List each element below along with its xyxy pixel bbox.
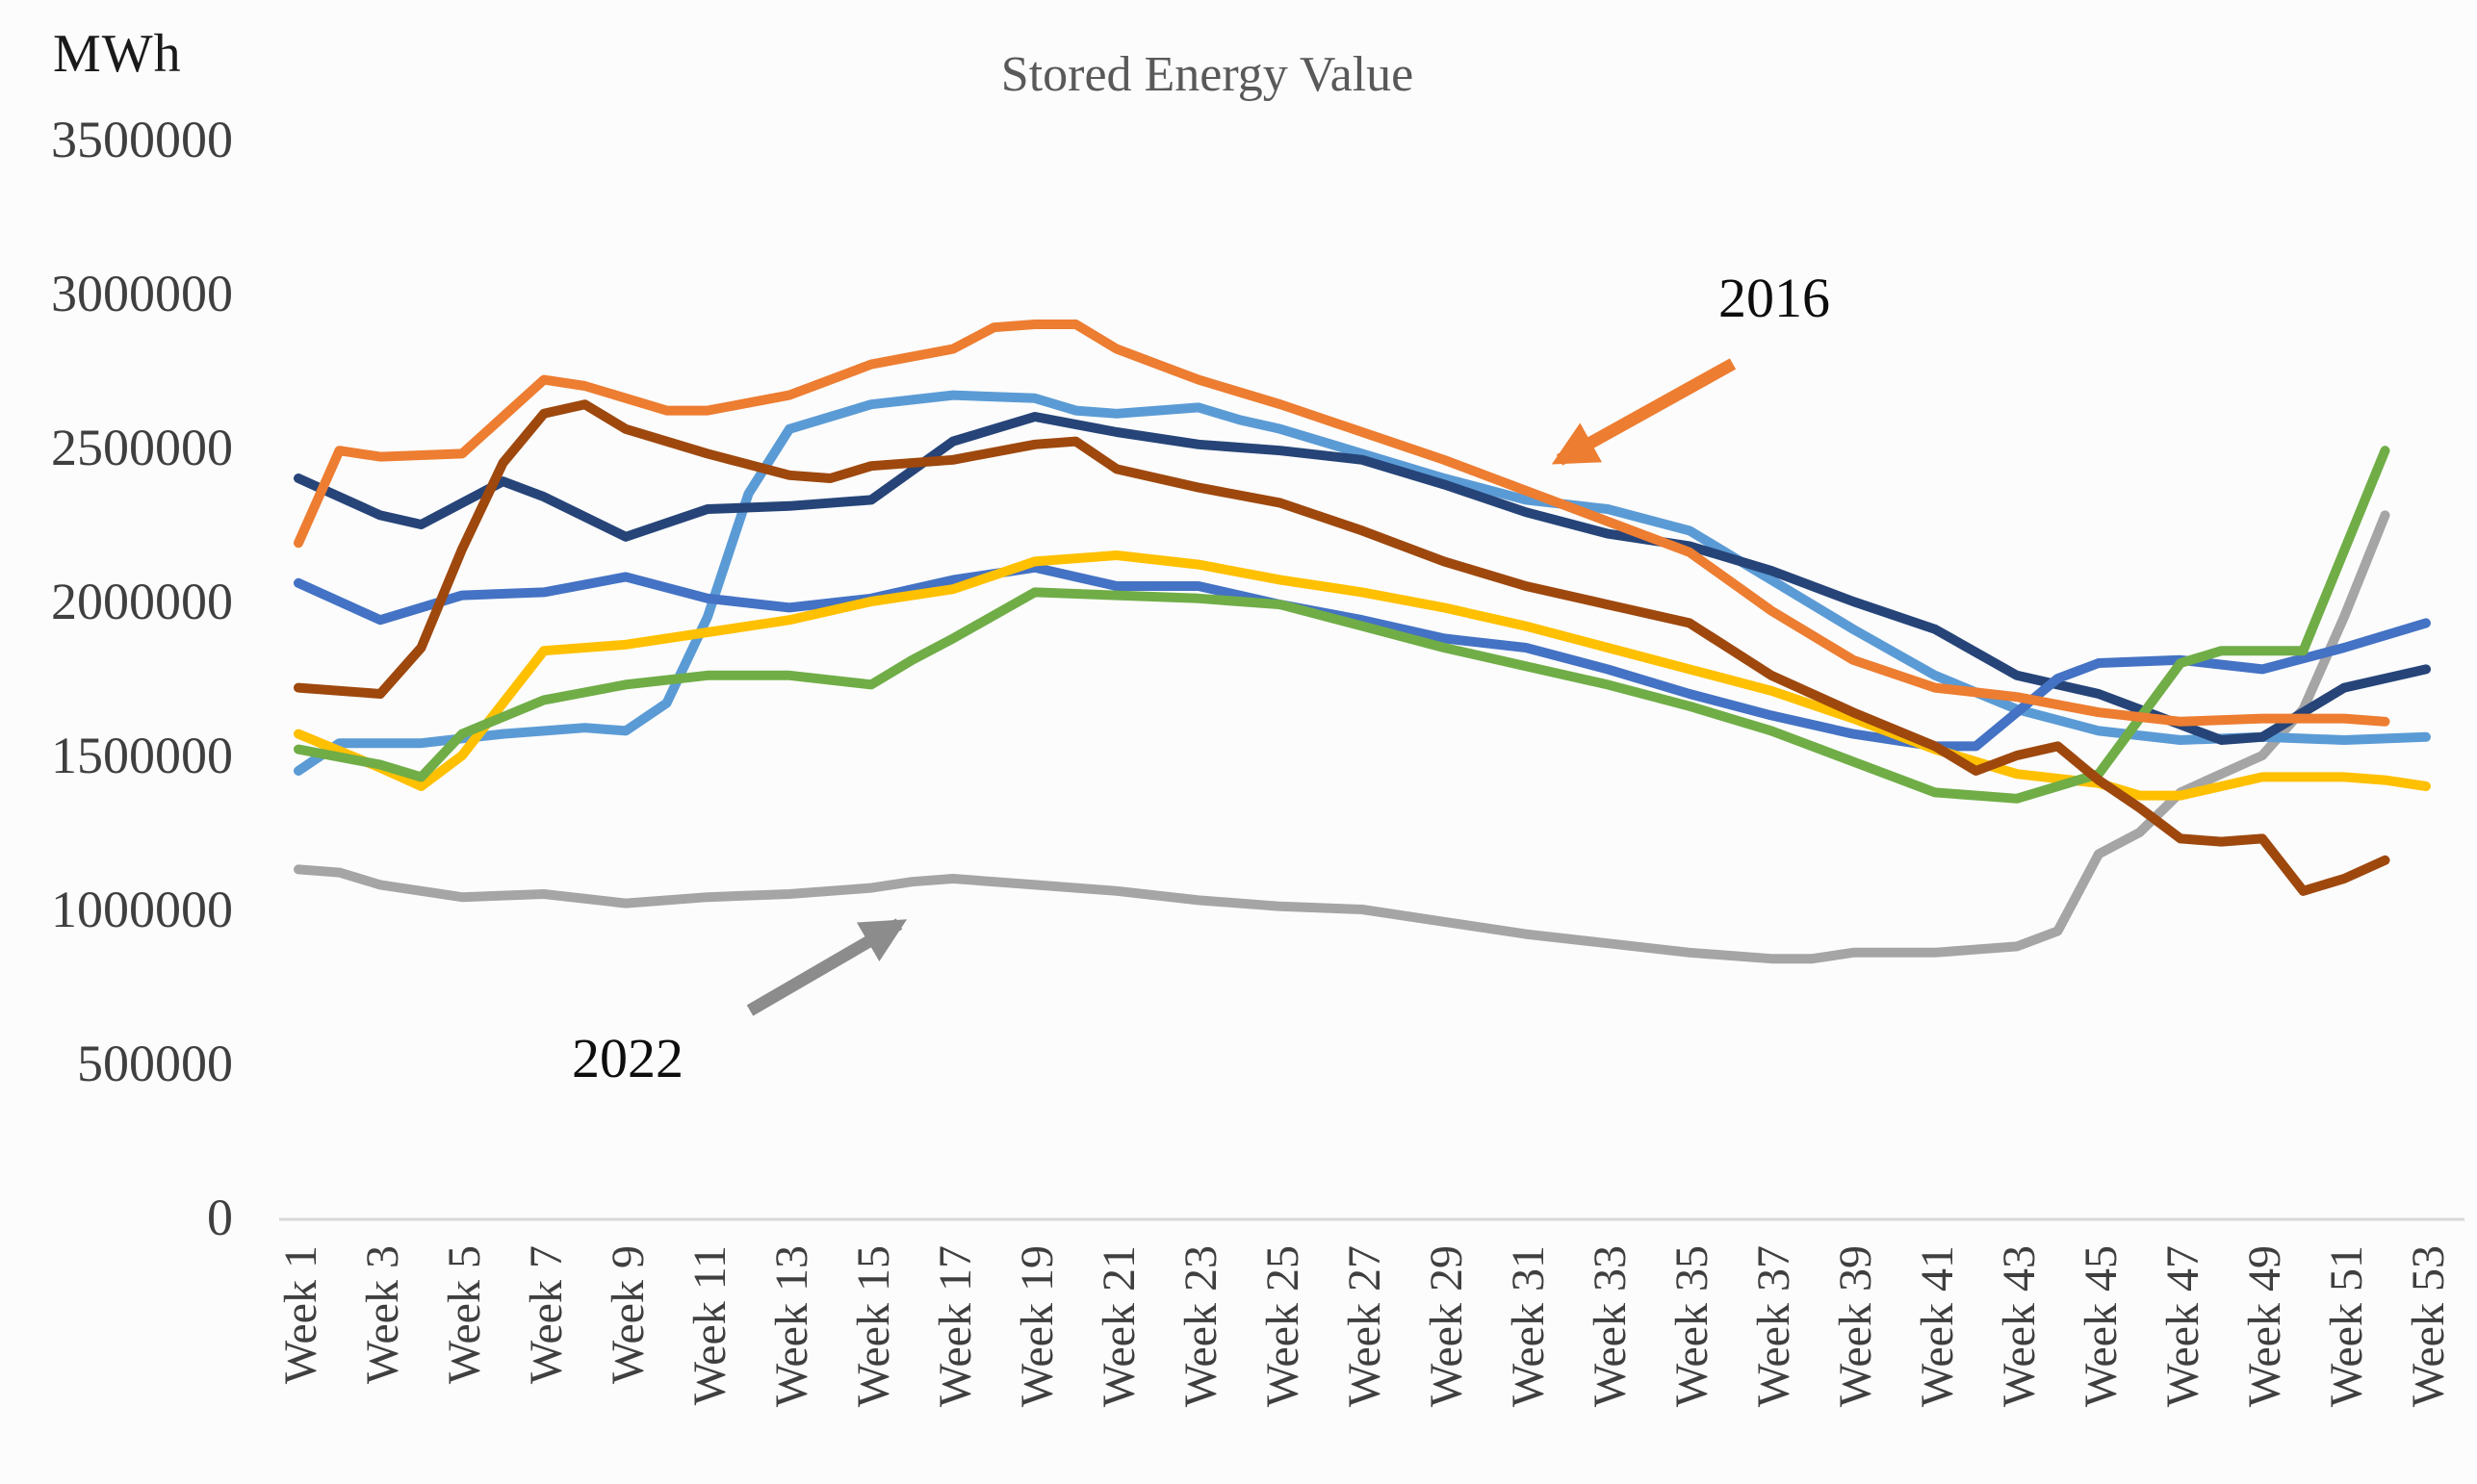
- x-tick-label: Week 21: [1094, 1245, 1145, 1407]
- y-axis-unit-label: MWh: [53, 24, 182, 84]
- x-tick-label: Week 45: [2076, 1245, 2127, 1407]
- y-tick-label: 500000: [77, 1035, 233, 1092]
- x-tick-label: Week 35: [1666, 1245, 1717, 1407]
- chart-title: Stored Energy Value: [1000, 47, 1414, 102]
- x-tick-label: Week 9: [603, 1245, 654, 1384]
- x-tick-label: Week 51: [2321, 1245, 2372, 1407]
- series-line-brown: [294, 399, 2390, 896]
- x-tick-label: Week 39: [1830, 1245, 1881, 1407]
- x-tick-label: Week 3: [357, 1245, 408, 1384]
- y-tick-label: 3000000: [51, 265, 233, 322]
- x-tick-label: Week 47: [2157, 1245, 2208, 1407]
- x-tick-label: Week 31: [1503, 1245, 1554, 1407]
- x-tick-label: Week 49: [2239, 1245, 2290, 1407]
- x-tick-label: Week 13: [766, 1245, 817, 1407]
- annotation-arrow-2022: [746, 918, 908, 1016]
- y-tick-label: 1500000: [51, 727, 233, 784]
- x-tick-label: Week 1: [275, 1245, 326, 1384]
- series-line-yellow: [294, 550, 2431, 801]
- series-line-skyblue: [294, 390, 2431, 776]
- x-tick-label: Week 43: [1994, 1245, 2045, 1407]
- x-tick-label: Week 11: [684, 1245, 735, 1405]
- x-tick-label: Week 33: [1585, 1245, 1636, 1407]
- x-tick-label: Week 27: [1339, 1245, 1390, 1407]
- x-tick-label: Week 23: [1175, 1245, 1226, 1407]
- series-line-green: [294, 446, 2390, 804]
- y-tick-label: 1000000: [51, 881, 233, 938]
- x-tick-label: Week 25: [1257, 1245, 1308, 1407]
- annotation-2016-label: 2016: [1718, 267, 1830, 329]
- x-tick-label: Week 41: [1912, 1245, 1963, 1407]
- y-tick-label: 2500000: [51, 419, 233, 476]
- x-tick-label: Week 5: [439, 1245, 490, 1384]
- y-tick-label: 0: [207, 1189, 233, 1246]
- x-tick-label: Week 7: [521, 1245, 572, 1384]
- x-tick-label: Week 29: [1421, 1245, 1472, 1407]
- series-line-navy: [294, 412, 2431, 745]
- x-tick-label: Week 19: [1012, 1245, 1063, 1407]
- annotation-arrow-2016: [1551, 358, 1737, 466]
- annotation-2022-label: 2022: [572, 1027, 684, 1089]
- x-tick-label: Week 17: [930, 1245, 981, 1407]
- y-tick-label: 3500000: [51, 111, 233, 168]
- series-line-2022: [294, 510, 2390, 964]
- x-tick-label: Week 53: [2403, 1245, 2454, 1407]
- x-tick-label: Week 15: [848, 1245, 899, 1407]
- y-tick-label: 2000000: [51, 573, 233, 630]
- x-tick-label: Week 37: [1748, 1245, 1799, 1407]
- series-line-mediumblue: [294, 562, 2431, 752]
- series-line-2016: [294, 320, 2390, 727]
